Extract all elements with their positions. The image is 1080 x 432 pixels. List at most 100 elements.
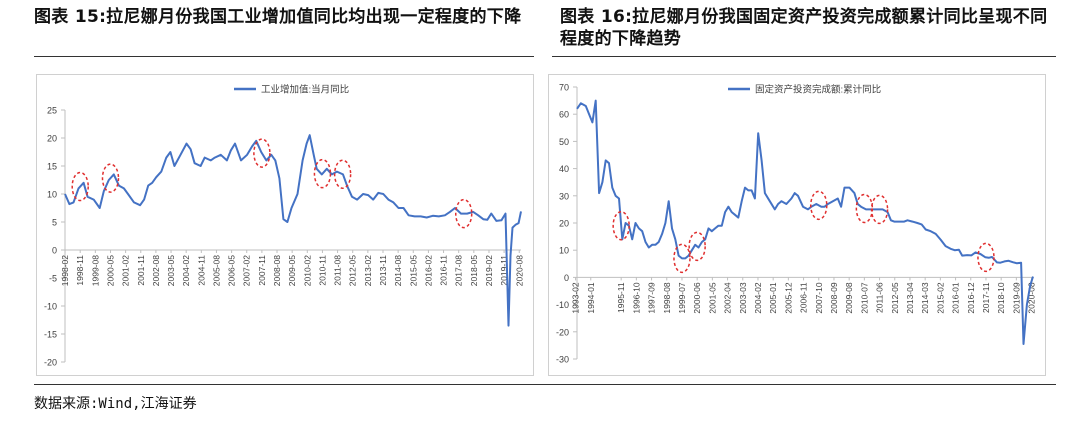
highlight-ellipse [101, 163, 120, 193]
x-tick-label: 2014-08 [393, 255, 403, 286]
x-tick-label: 2005-08 [211, 255, 221, 286]
x-tick-label: 2010-11 [317, 255, 327, 286]
x-tick-label: 2011-06 [875, 282, 885, 313]
x-tick-label: 2005-12 [783, 282, 793, 313]
x-tick-label: 1998-02 [60, 255, 70, 286]
x-tick-label: 2002-08 [151, 255, 161, 286]
highlight-ellipse [313, 158, 332, 189]
x-tick-label: 2016-02 [423, 255, 433, 286]
x-tick-label: 2016-12 [966, 282, 976, 313]
y-tick-label: 40 [559, 164, 569, 174]
y-tick-label: 70 [559, 83, 569, 93]
x-tick-label: 2005-01 [768, 282, 778, 313]
y-tick-label: 0 [52, 246, 57, 256]
x-tick-label: 2007-11 [257, 255, 267, 286]
x-tick-label: 2006-11 [799, 282, 809, 313]
y-tick-label: 60 [559, 110, 569, 120]
highlight-ellipse [855, 193, 874, 224]
x-tick-label: 2018-10 [996, 282, 1006, 313]
series-line [64, 134, 522, 327]
highlight-ellipse [333, 159, 352, 189]
chart-left-panel: -20 -15 -10 -5 0 5 10 15 20 25 1998-02 1998-11 1999-… [36, 74, 534, 376]
y-tick-label: -20 [44, 358, 57, 368]
x-tick-label: 1999-07 [677, 282, 687, 313]
x-tick-label: 2020-08 [1027, 282, 1037, 313]
x-tick-label: 2003-05 [166, 255, 176, 286]
x-tick-label: 2016-01 [951, 282, 961, 313]
y-tick-label: 25 [47, 106, 57, 116]
legend-label: 固定资产投资完成额:累计同比 [755, 84, 881, 96]
y-tick-label: -15 [44, 330, 57, 340]
y-tick-label: -5 [49, 274, 57, 284]
x-tick-label: 1997-09 [647, 282, 657, 313]
x-tick-label: 2010-02 [302, 255, 312, 286]
source-note: 数据来源:Wind,江海证券 [34, 396, 197, 412]
title-underline-left [34, 56, 534, 57]
title-underline-right [552, 56, 1056, 57]
x-tick-label: 2013-02 [363, 255, 373, 286]
y-tick-label: 10 [47, 190, 57, 200]
x-tick-label: 2001-05 [707, 282, 717, 313]
highlight-ellipse [810, 190, 828, 221]
y-tick-label: 30 [559, 191, 569, 201]
x-tick-label: 2019-02 [484, 255, 494, 286]
highlight-ellipse [612, 210, 630, 241]
y-tick-label: 10 [559, 246, 569, 256]
highlight-ellipse [870, 194, 889, 225]
y-tick-label: -10 [556, 300, 569, 310]
y-tick-label: 0 [564, 273, 569, 283]
x-tick-label: 2001-02 [121, 255, 131, 286]
x-tick-label: 1999-08 [90, 255, 100, 286]
x-tick-label: 2000-06 [692, 282, 702, 313]
x-tick-label: 2003-03 [738, 282, 748, 313]
x-tick-label: 2013-11 [378, 255, 388, 286]
chart-right-title: 图表 16:拉尼娜月份我国固定资产投资完成额累计同比呈现不同程度的下降趋势 [560, 7, 1048, 49]
x-tick-label: 2004-02 [181, 255, 191, 286]
x-tick-label: 1994-01 [586, 282, 596, 313]
x-tick-label: 2017-11 [981, 282, 991, 313]
highlight-ellipse [454, 198, 473, 229]
y-tick-label: 20 [559, 219, 569, 229]
x-tick-label: 2001-11 [136, 255, 146, 286]
x-tick-label: 1993-02 [571, 282, 581, 313]
x-tick-label: 2010-07 [859, 282, 869, 313]
y-tick-label: 5 [52, 218, 57, 228]
y-tick-label: 15 [47, 162, 57, 172]
highlight-ellipse [688, 231, 706, 262]
x-tick-label: 2013-04 [905, 282, 915, 313]
x-tick-label: 2009-08 [844, 282, 854, 313]
y-tick-label: -10 [44, 302, 57, 312]
chart-right-svg: -30 -20 -10 0 10 20 30 40 50 60 70 1993-02 1994-01 19… [556, 83, 1037, 365]
x-tick-label: 1996-10 [631, 282, 641, 313]
y-tick-label: -30 [556, 355, 569, 365]
x-tick-label: 2020-08 [514, 255, 524, 286]
x-tick-label: 2004-02 [753, 282, 763, 313]
x-tick-label: 2009-05 [287, 255, 297, 286]
footer-line [34, 384, 1056, 385]
x-tick-label: 2008-09 [829, 282, 839, 313]
x-tick-label: 2004-11 [196, 255, 206, 286]
legend-label: 工业增加值:当月同比 [261, 84, 349, 96]
highlight-ellipse [977, 242, 995, 273]
x-tick-label: 2016-11 [439, 255, 449, 286]
x-tick-label: 2011-08 [333, 255, 343, 286]
chart-right-panel: -30 -20 -10 0 10 20 30 40 50 60 70 1993-02 1994-01 19… [548, 74, 1046, 376]
x-tick-label: 2014-03 [920, 282, 930, 313]
x-tick-label: 2007-02 [242, 255, 252, 286]
x-tick-label: 2017-08 [454, 255, 464, 286]
x-tick-label: 1998-11 [75, 255, 85, 286]
x-tick-label: 2002-04 [723, 282, 733, 313]
x-tick-label: 2019-11 [499, 255, 509, 286]
chart-left-svg: -20 -15 -10 -5 0 5 10 15 20 25 1998-02 1998-11 1999-… [44, 84, 524, 368]
x-tick-label: 1998-08 [662, 282, 672, 313]
x-tick-label: 2008-08 [272, 255, 282, 286]
x-tick-label: 1995-11 [616, 282, 626, 313]
x-tick-label: 2000-05 [105, 255, 115, 286]
x-tick-label: 2012-05 [890, 282, 900, 313]
x-tick-label: 2006-05 [227, 255, 237, 286]
x-tick-label: 2018-05 [469, 255, 479, 286]
y-tick-label: 50 [559, 137, 569, 147]
x-tick-label: 2007-10 [814, 282, 824, 313]
x-tick-label: 2015-05 [408, 255, 418, 286]
y-tick-label: 20 [47, 134, 57, 144]
